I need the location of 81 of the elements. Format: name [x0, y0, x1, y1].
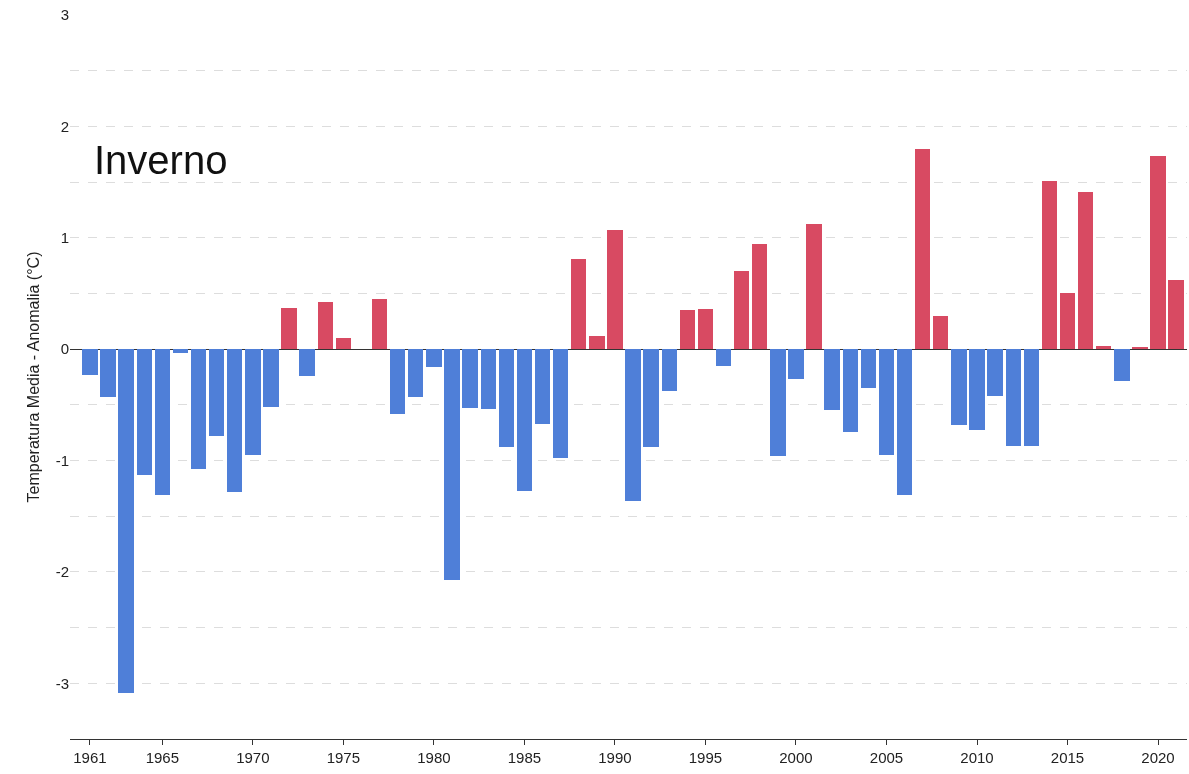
- bar: [263, 349, 279, 407]
- bar: [734, 271, 749, 349]
- bar: [299, 349, 315, 376]
- y-tick-label: 2: [60, 117, 69, 135]
- x-tick-label: 1965: [145, 749, 180, 766]
- bar: [1060, 293, 1075, 349]
- x-tick-label: 1985: [507, 749, 542, 766]
- bar: [824, 349, 840, 410]
- bar: [806, 224, 822, 349]
- bar: [625, 349, 641, 501]
- bar: [173, 349, 188, 353]
- text: Inverno: [94, 138, 228, 182]
- bar: [589, 336, 605, 349]
- y-tick-label: 0: [60, 340, 69, 358]
- bar: [643, 349, 659, 447]
- bar: [1096, 346, 1111, 349]
- bar: [336, 338, 351, 349]
- bar: [481, 349, 496, 409]
- bar: [1006, 349, 1021, 446]
- bar: [1078, 192, 1093, 349]
- x-tick-label: 1990: [598, 749, 632, 766]
- bar: [662, 349, 677, 391]
- bar: [82, 349, 98, 375]
- bar: [553, 349, 568, 458]
- y-tick-label: -3: [55, 674, 69, 692]
- x-tick-label: 2005: [869, 749, 904, 766]
- bar: [1114, 349, 1130, 381]
- bar: [462, 349, 478, 408]
- bar: [698, 309, 713, 349]
- bar: [155, 349, 170, 495]
- bar: [933, 316, 948, 349]
- bar: [680, 310, 695, 349]
- bar: [318, 302, 333, 349]
- bar: [100, 349, 116, 397]
- y-tick-label: 1: [60, 229, 69, 247]
- bar: [517, 349, 532, 491]
- y-tick-label: -2: [55, 563, 69, 581]
- bar: [897, 349, 912, 495]
- bar: [752, 244, 767, 349]
- x-tick-label: 2015: [1050, 749, 1085, 766]
- bar: [408, 349, 423, 397]
- bar: [987, 349, 1003, 396]
- bar: [227, 349, 242, 492]
- bar: [770, 349, 786, 456]
- bar: [390, 349, 405, 414]
- bar: [245, 349, 261, 455]
- bar: [951, 349, 967, 425]
- bar: [209, 349, 224, 436]
- bar: [969, 349, 985, 430]
- x-tick-label: 2010: [960, 749, 994, 766]
- bar: [535, 349, 550, 424]
- bar: [716, 349, 731, 366]
- bar: [372, 299, 387, 349]
- bar: [444, 349, 460, 580]
- bar: [137, 349, 152, 475]
- bar: [1042, 181, 1057, 349]
- y-tick-label: -1: [55, 451, 69, 469]
- bar: [843, 349, 858, 432]
- bar: [191, 349, 206, 469]
- x-tick-label: 1970: [236, 749, 270, 766]
- y-axis-title: Temperatura Media - Anomalia (°C): [24, 251, 42, 503]
- bar: [571, 259, 586, 349]
- bar: [607, 230, 623, 349]
- bar: [1168, 280, 1184, 349]
- bar: [281, 308, 297, 349]
- x-tick-label: 2000: [779, 749, 813, 766]
- x-tick-label: 1975: [326, 749, 361, 766]
- y-tick-label: 3: [60, 6, 69, 24]
- bar: [426, 349, 442, 367]
- bar: [118, 349, 134, 693]
- bar: [499, 349, 514, 447]
- x-tick-label: 1995: [688, 749, 723, 766]
- bar: [915, 149, 930, 349]
- bar: [861, 349, 876, 388]
- bar: [879, 349, 894, 455]
- x-tick-label: 1961: [73, 749, 107, 766]
- bar: [1150, 156, 1166, 349]
- bar: [788, 349, 804, 379]
- x-tick-label: 1980: [417, 749, 451, 766]
- x-tick-label: 2020: [1141, 749, 1175, 766]
- bar: [1024, 349, 1039, 446]
